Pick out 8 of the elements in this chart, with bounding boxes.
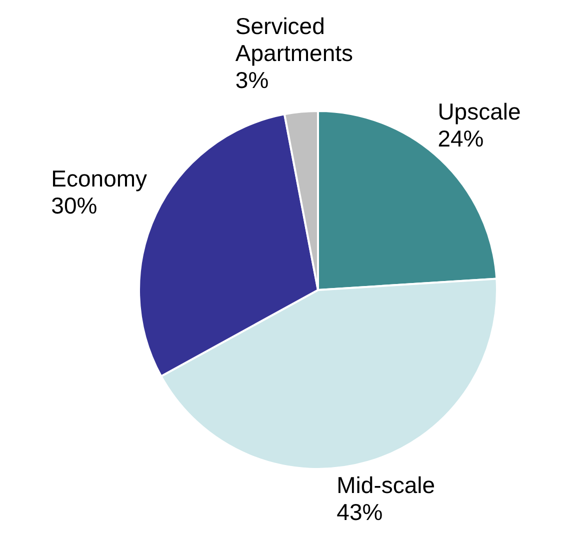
data-label: 3%: [235, 66, 269, 93]
data-label: 24%: [438, 126, 484, 152]
data-label: 30%: [51, 192, 98, 219]
slice-label: Serviced Apartments: [235, 12, 354, 66]
slice-label: Economy: [51, 166, 148, 192]
slice-label: Upscale: [438, 98, 521, 125]
slice-label: Mid-scale: [336, 472, 436, 498]
data-label: 43%: [336, 499, 383, 526]
